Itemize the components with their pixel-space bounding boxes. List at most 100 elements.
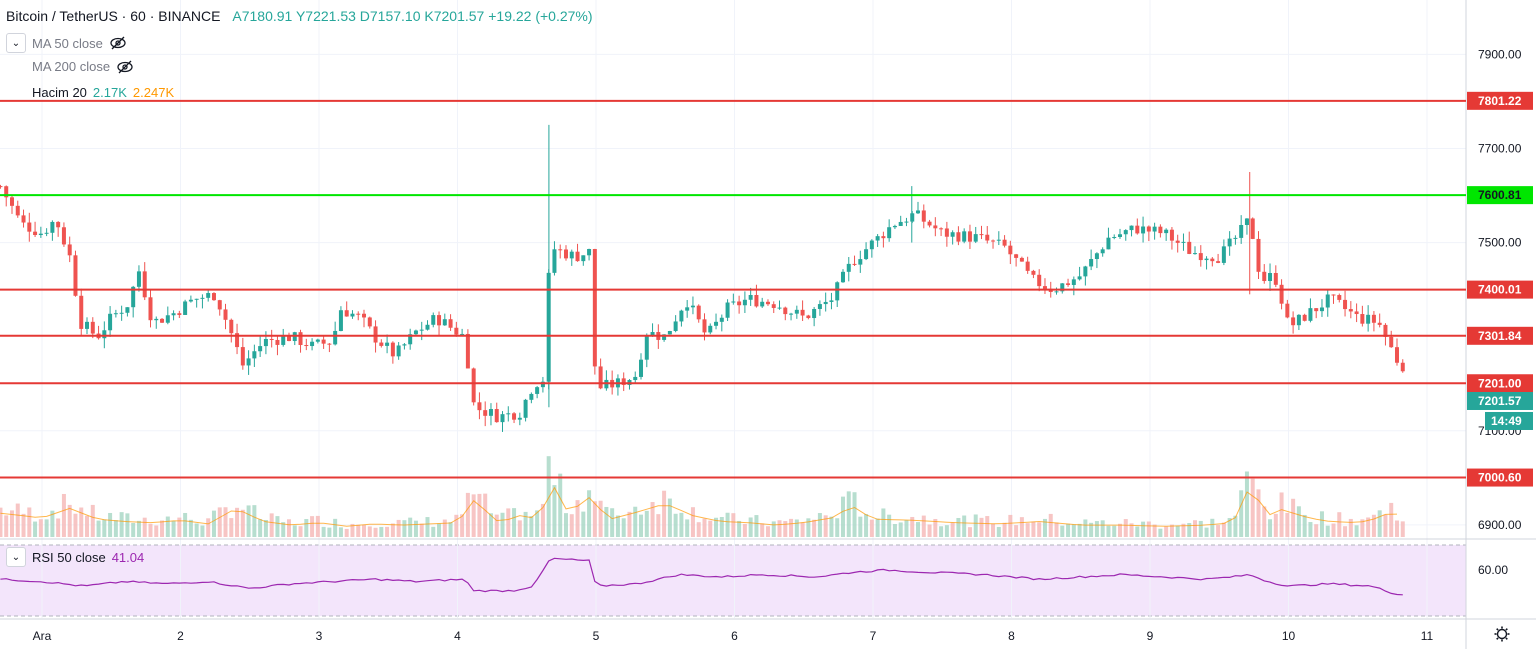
candle-body — [1112, 236, 1117, 238]
volume-bar — [1216, 525, 1221, 537]
candle-body — [211, 293, 216, 301]
countdown-label: 14:49 — [1491, 414, 1522, 428]
volume-bar — [1175, 525, 1180, 537]
candle-body — [904, 221, 909, 223]
volume-bar — [1343, 526, 1348, 537]
volume-bar — [160, 520, 165, 537]
volume-bar — [690, 507, 695, 537]
volume-bar — [1377, 510, 1382, 537]
candle-body — [165, 315, 170, 323]
candle-body — [379, 342, 384, 346]
eye-hidden-icon[interactable] — [116, 60, 134, 74]
volume-bar — [685, 519, 690, 537]
volume-bar — [367, 526, 372, 537]
volume-bar — [996, 526, 1001, 537]
volume-bar — [442, 519, 447, 537]
volume-bar — [558, 473, 563, 537]
volume-bar — [1262, 506, 1267, 537]
volume-bar — [15, 503, 20, 537]
volume-bar — [1031, 521, 1036, 537]
candle-body — [263, 338, 268, 347]
volume-bar — [240, 509, 245, 537]
volume-bar — [898, 522, 903, 537]
volume-bar — [725, 512, 730, 537]
candle-body — [887, 227, 892, 239]
volume-bar — [1014, 525, 1019, 537]
volume-bar — [131, 522, 136, 537]
candle-body — [996, 239, 1001, 241]
candle-body — [500, 414, 505, 423]
candle-body — [4, 186, 9, 198]
volume-bar — [1152, 524, 1157, 537]
volume-bar — [771, 521, 776, 537]
rsi-legend[interactable]: ⌄ RSI 50 close 41.04 — [6, 547, 144, 567]
candle-body — [864, 249, 869, 260]
volume-bar — [840, 496, 845, 537]
volume-bar — [344, 528, 349, 537]
eye-hidden-icon[interactable] — [109, 36, 127, 50]
candle-body — [1094, 253, 1099, 260]
candle-body — [1354, 311, 1359, 315]
volume-bar — [252, 505, 257, 537]
volume-bar — [96, 520, 101, 537]
candle-body — [985, 234, 990, 241]
price-level-tag — [1467, 468, 1533, 487]
volume-bar — [933, 518, 938, 537]
candle-body — [1268, 272, 1273, 282]
candle-body — [1031, 270, 1036, 275]
candle-body — [437, 315, 442, 326]
volume-bar — [1227, 518, 1232, 537]
candle-body — [875, 236, 880, 241]
candle-body — [765, 301, 770, 305]
candle-body — [944, 228, 949, 237]
ma50-legend[interactable]: ⌄ MA 50 close — [6, 33, 127, 53]
volume-bar — [921, 515, 926, 537]
candle-body — [892, 225, 897, 228]
symbol-title[interactable]: Bitcoin / TetherUS · 60 · BINANCE — [6, 8, 221, 24]
volume-bar — [546, 456, 551, 537]
volume-bar — [413, 520, 418, 537]
settings-gear-icon[interactable] — [1494, 626, 1510, 642]
candle-body — [563, 249, 568, 259]
candle-body — [1348, 309, 1353, 312]
volume-legend[interactable]: Hacim 20 2.17K 2.247K — [6, 85, 174, 100]
candle-body — [1337, 295, 1342, 300]
volume-bar — [304, 519, 309, 537]
rsi-label: RSI 50 close — [32, 549, 106, 565]
candle-body — [506, 413, 511, 415]
collapse-legend-button[interactable]: ⌄ — [6, 33, 26, 53]
volume-bar — [1129, 523, 1134, 537]
candle-body — [200, 297, 205, 299]
volume-bar — [1319, 511, 1324, 537]
volume-bar — [702, 518, 707, 537]
price-level-tag — [1467, 91, 1533, 110]
candle-body — [148, 297, 153, 321]
volume-bar — [598, 500, 603, 537]
volume-bar — [985, 516, 990, 537]
collapse-rsi-button[interactable]: ⌄ — [6, 547, 26, 567]
volume-bar — [852, 492, 857, 537]
ma200-legend[interactable]: MA 200 close — [6, 59, 134, 74]
candle-body — [56, 221, 61, 228]
candle-body — [587, 249, 592, 256]
volume-bar — [292, 525, 297, 537]
candle-body — [246, 358, 251, 366]
candle-body — [673, 321, 678, 332]
candle-body — [881, 236, 886, 239]
volume-bar — [1146, 521, 1151, 537]
candle-body — [760, 301, 765, 307]
candle-body — [933, 225, 938, 229]
candle-body — [33, 231, 38, 236]
volume-bar — [67, 504, 72, 537]
volume-bar — [1169, 524, 1174, 537]
candle-body — [1377, 322, 1382, 325]
candle-body — [1198, 253, 1203, 261]
candle-body — [1135, 225, 1140, 234]
candle-body — [800, 309, 805, 316]
candle-body — [304, 345, 309, 347]
candle-body — [1233, 237, 1238, 239]
candle-body — [569, 251, 574, 259]
volume-bar — [73, 513, 78, 537]
